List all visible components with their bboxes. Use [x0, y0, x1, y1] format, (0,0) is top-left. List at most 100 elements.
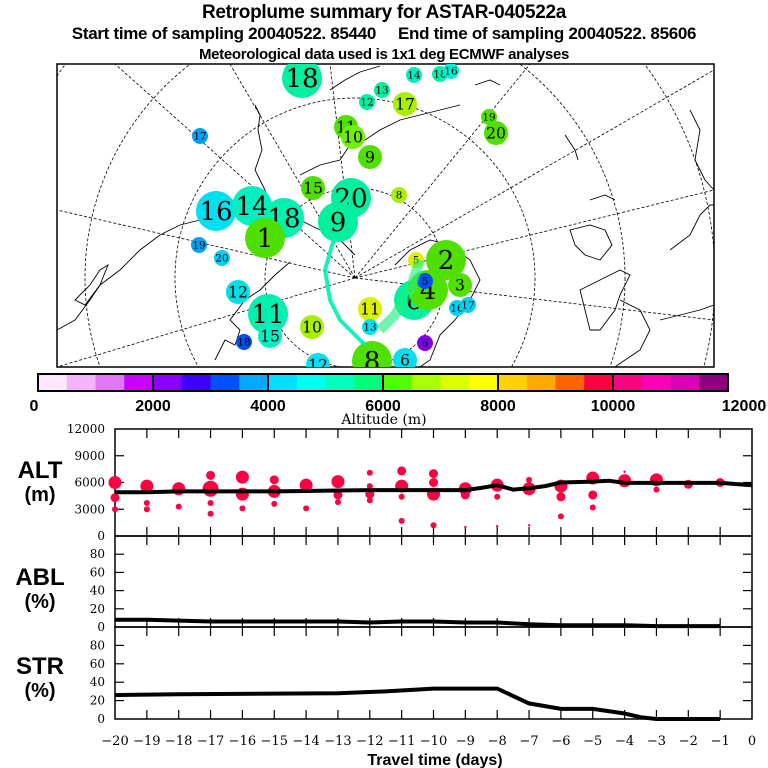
colorbar-swatch	[124, 374, 154, 391]
y-tick-label: 6000	[74, 476, 105, 490]
marker-label: 18	[237, 337, 250, 349]
trajectory-marker: 17	[192, 128, 208, 144]
marker-dot	[352, 341, 392, 367]
colorbar-swatch	[469, 374, 499, 391]
altitude-point	[366, 497, 373, 504]
marker-dot	[417, 335, 433, 351]
trajectory-marker: 14	[406, 67, 422, 83]
abl-panel-label: ABL	[15, 564, 64, 591]
marker-dot	[341, 125, 365, 149]
str-panel-label: STR	[16, 653, 64, 680]
trajectory-marker: 3	[448, 273, 472, 297]
marker-label: 20	[215, 253, 228, 265]
colorbar-swatch	[325, 374, 355, 391]
trajectory-marker: 14	[232, 186, 272, 226]
altitude-point	[235, 470, 249, 484]
marker-label: 17	[461, 300, 474, 312]
colorbar-swatch	[526, 374, 556, 391]
colorbar-swatch	[181, 374, 211, 391]
marker-label: 6	[400, 351, 410, 369]
marker-label: 8	[364, 347, 381, 377]
x-tick-label: −14	[292, 734, 319, 749]
trajectory-marker: 11	[358, 297, 382, 321]
marker-dot	[248, 294, 288, 334]
trajectory-marker: 18	[236, 334, 252, 350]
x-axis-label: Travel time (days)	[367, 752, 502, 768]
marker-dot	[391, 187, 407, 203]
str-unit-label: (%)	[24, 680, 55, 702]
trajectory-marker: 17	[460, 297, 476, 313]
marker-dot	[236, 334, 252, 350]
alt-unit-label: (m)	[24, 484, 55, 506]
altitude-point	[366, 469, 373, 476]
marker-dot	[196, 191, 236, 231]
y-tick-label: 20	[90, 602, 105, 616]
marker-label: 10	[343, 128, 363, 146]
marker-dot	[318, 202, 358, 242]
altitude-point	[140, 479, 154, 493]
colorbar-swatch	[498, 374, 528, 391]
map-frame	[56, 63, 715, 368]
start-time-label: Start time of sampling 20040522. 85440	[71, 24, 377, 43]
marker-dot	[358, 145, 382, 169]
altitude-point	[430, 522, 437, 529]
altitude-point	[143, 500, 150, 507]
altitude-point	[331, 475, 345, 489]
colorbar-swatch	[440, 374, 470, 391]
y-tick-label: 20	[90, 694, 105, 708]
altitude-point	[429, 469, 438, 479]
colorbar-swatch	[555, 374, 585, 391]
marker-label: 18	[285, 64, 318, 94]
marker-dot	[245, 218, 285, 258]
trajectory-marker: 9	[358, 145, 382, 169]
colorbar-swatch	[66, 374, 96, 391]
trajectory-marker: 10	[300, 315, 324, 339]
abl-panel: 0 20 40 60 80	[90, 535, 753, 634]
marker-dot	[258, 324, 282, 348]
altitude-point	[366, 483, 373, 490]
x-tick-label: −17	[197, 734, 224, 749]
altitude-point	[397, 466, 407, 476]
marker-dot	[426, 240, 466, 280]
marker-label: 14	[407, 70, 421, 82]
colorbar-tick-label: 8000	[480, 398, 516, 415]
marker-dot	[191, 237, 207, 253]
x-tick-label: −15	[261, 734, 288, 749]
colorbar-swatch	[584, 374, 614, 391]
trajectory-marker: 16	[443, 64, 459, 79]
marker-dot	[282, 64, 322, 98]
marker-dot	[192, 128, 208, 144]
marker-dot	[359, 94, 375, 110]
trajectory-marker: 15	[258, 324, 282, 348]
chart-title: Retroplume summary for ASTAR-040522a	[201, 2, 567, 23]
marker-label: 12	[360, 97, 373, 109]
altitude-point	[143, 506, 150, 513]
abl-unit-label: (%)	[24, 591, 55, 613]
x-tick-label: −6	[551, 734, 570, 749]
marker-dot	[481, 109, 497, 125]
x-tick-label: −16	[229, 734, 256, 749]
altitude-point	[207, 510, 214, 517]
marker-dot	[232, 186, 272, 226]
colorbar-swatch	[383, 374, 413, 391]
trajectory-marker: 6	[393, 348, 417, 369]
y-tick-label: 0	[97, 529, 105, 543]
y-tick-label: 80	[90, 547, 105, 561]
colorbar-swatch	[699, 374, 729, 391]
marker-label: 3	[455, 276, 465, 294]
x-tick-label: −19	[133, 734, 160, 749]
trajectory-marker: 13	[362, 319, 378, 335]
y-tick-label: 40	[90, 675, 105, 689]
marker-label: 17	[193, 131, 206, 143]
marker-dot	[417, 273, 433, 289]
colorbar-label: Altitude (m)	[340, 412, 426, 428]
y-tick-label: 60	[90, 565, 105, 579]
marker-dot	[393, 92, 417, 116]
marker-label: 17	[395, 95, 415, 113]
marker-label: 15	[303, 179, 323, 197]
marker-dot	[306, 353, 330, 367]
y-tick-label: 0	[97, 620, 105, 634]
colorbar-swatch	[239, 374, 269, 391]
altitude-point	[334, 499, 341, 506]
colorbar-tick-label: 0	[30, 398, 39, 415]
